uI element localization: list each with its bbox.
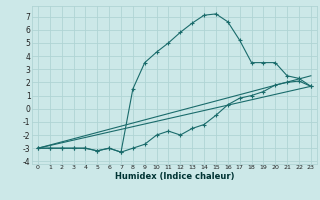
X-axis label: Humidex (Indice chaleur): Humidex (Indice chaleur) — [115, 172, 234, 181]
